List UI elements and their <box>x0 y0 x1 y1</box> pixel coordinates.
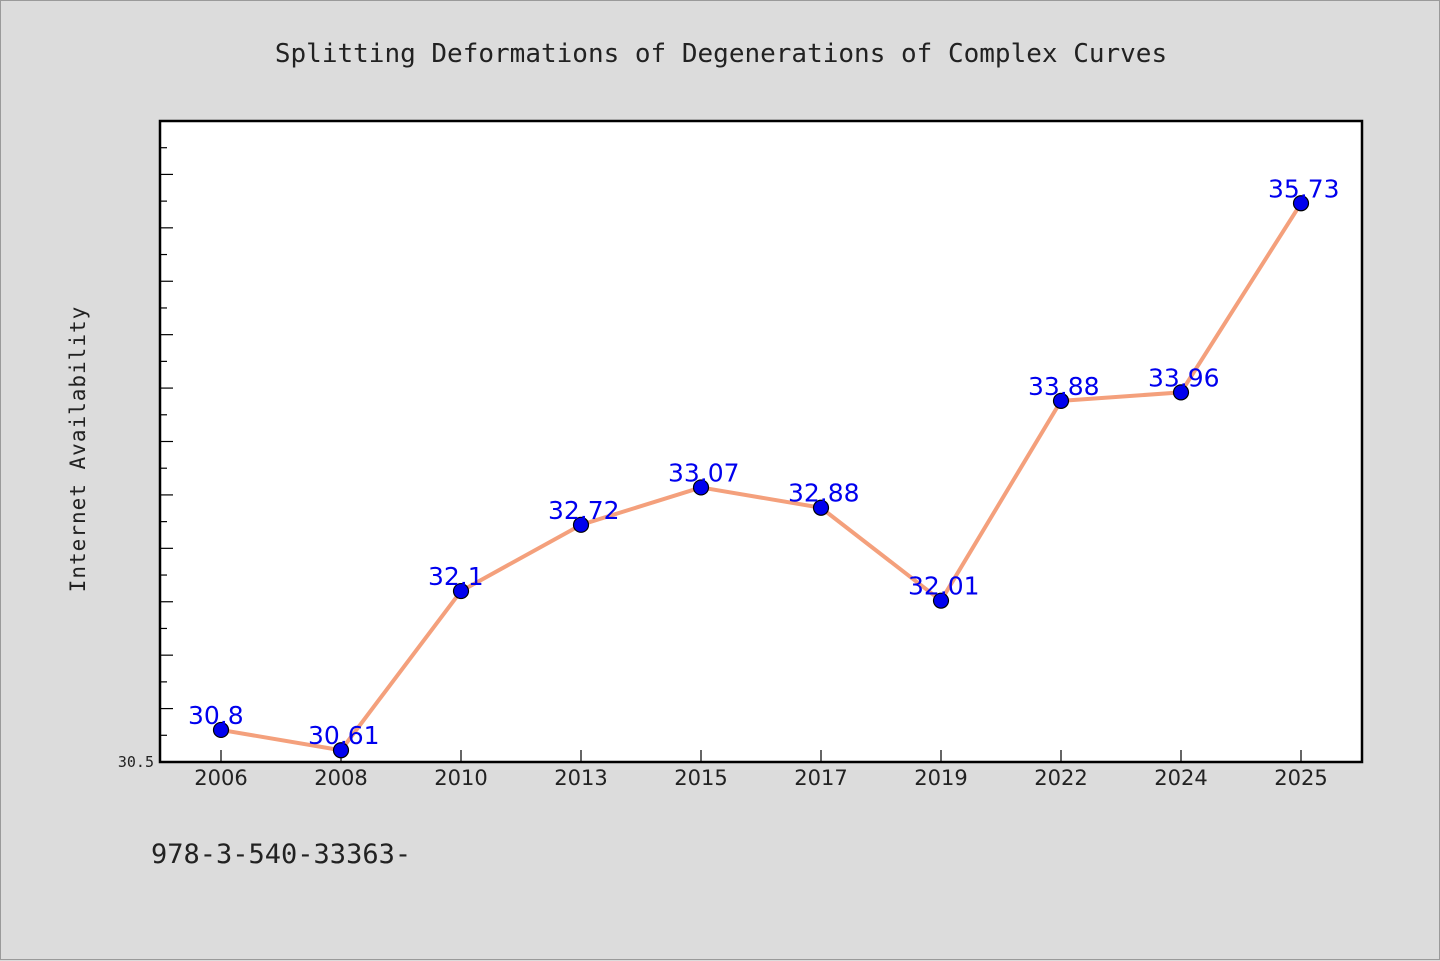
series-layer: 30.8 30.61 32.1 32.72 33.07 32.88 32.01 33.88 33… <box>188 174 1340 759</box>
x-tick-label: 2015 <box>674 766 727 790</box>
data-label: 33.96 <box>1148 363 1220 392</box>
data-point <box>1292 195 1310 212</box>
data-point <box>332 742 350 759</box>
data-label: 32.01 <box>908 572 980 601</box>
x-tick-label: 2010 <box>434 766 487 790</box>
plot-area <box>158 119 1364 764</box>
data-label: 33.88 <box>1028 372 1100 401</box>
data-point <box>572 516 590 533</box>
data-point <box>692 479 710 496</box>
x-tick-label: 2017 <box>794 766 847 790</box>
data-label: 30.61 <box>308 721 380 750</box>
data-point <box>1172 384 1190 401</box>
footnote-isbn: 978-3-540-33363- <box>151 839 411 870</box>
chart-title: Splitting Deformations of Degenerations … <box>275 39 1167 69</box>
x-tick-label: 2008 <box>314 766 367 790</box>
y-axis-label: Internet Availability <box>66 306 90 593</box>
data-point <box>932 592 950 609</box>
x-tick-label: 2024 <box>1154 766 1207 790</box>
data-label: 35.73 <box>1268 174 1340 203</box>
data-label: 33.07 <box>668 458 740 487</box>
series-line <box>219 201 1303 753</box>
data-label: 30.8 <box>188 701 244 730</box>
data-label: 32.1 <box>428 562 484 591</box>
x-tick-label: 2013 <box>554 766 607 790</box>
data-point <box>452 582 470 600</box>
data-label: 32.72 <box>548 496 620 525</box>
data-label: 32.88 <box>788 479 860 508</box>
x-axis-ticks: 2006 2008 2010 2013 2015 2017 2019 2022 2024 2025 <box>194 750 1328 790</box>
x-tick-label: 2006 <box>194 766 247 790</box>
data-point <box>1052 392 1070 410</box>
data-point <box>812 499 830 516</box>
x-tick-label: 2022 <box>1034 766 1087 790</box>
y-axis-ticks: 30.5 <box>118 120 173 771</box>
x-tick-label: 2019 <box>914 766 967 790</box>
data-point <box>212 721 230 739</box>
y-tick-label: 30.5 <box>118 753 154 771</box>
x-tick-label: 2025 <box>1274 766 1327 790</box>
